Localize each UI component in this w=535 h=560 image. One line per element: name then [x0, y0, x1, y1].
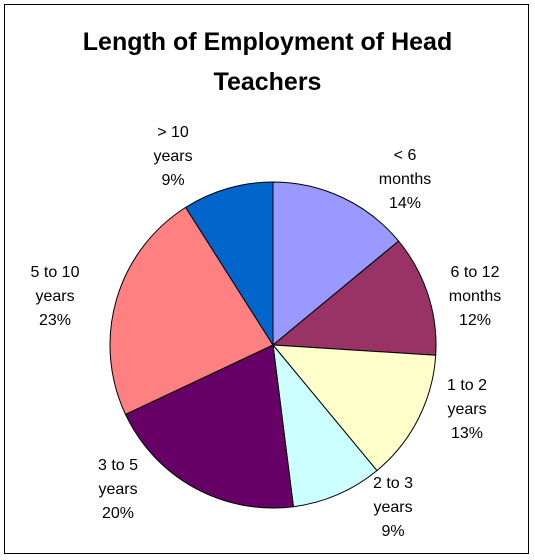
category-label: < 6 months: [378, 147, 432, 188]
slice-label: 6 to 12 months 12%: [442, 261, 508, 333]
category-label: 1 to 2 years: [446, 377, 488, 418]
pie-slice: [124, 344, 294, 509]
value-label: 12%: [458, 312, 492, 329]
slice-label: 2 to 3 years 9%: [360, 472, 426, 544]
slice-label: 1 to 2 years 13%: [434, 374, 500, 446]
category-label: > 10 years: [153, 124, 193, 165]
chart-title: Length of Employment of Head Teachers: [82, 28, 453, 96]
value-label: 20%: [101, 505, 135, 522]
pie-slice: [272, 181, 400, 347]
pie-slice: [272, 343, 378, 508]
value-label: 9%: [161, 172, 185, 189]
slice-label: 5 to 10 years 23%: [22, 261, 88, 333]
value-label: 13%: [450, 425, 484, 442]
slice-label: 3 to 5 years 20%: [85, 454, 151, 526]
pie-slice: [184, 181, 274, 347]
pie-slice: [271, 344, 437, 472]
category-label: 3 to 5 years: [97, 457, 139, 498]
value-label: 14%: [388, 195, 422, 212]
pie-slice: [109, 206, 274, 416]
pie-slice: [271, 240, 437, 356]
value-label: 9%: [381, 523, 405, 540]
value-label: 23%: [38, 312, 72, 329]
category-label: 5 to 10 years: [30, 264, 80, 305]
slice-label: < 6 months 14%: [372, 144, 438, 216]
chart-frame: [4, 4, 529, 554]
category-label: 2 to 3 years: [372, 475, 414, 516]
category-label: 6 to 12 months: [448, 264, 502, 305]
slice-label: > 10 years 9%: [140, 121, 206, 193]
